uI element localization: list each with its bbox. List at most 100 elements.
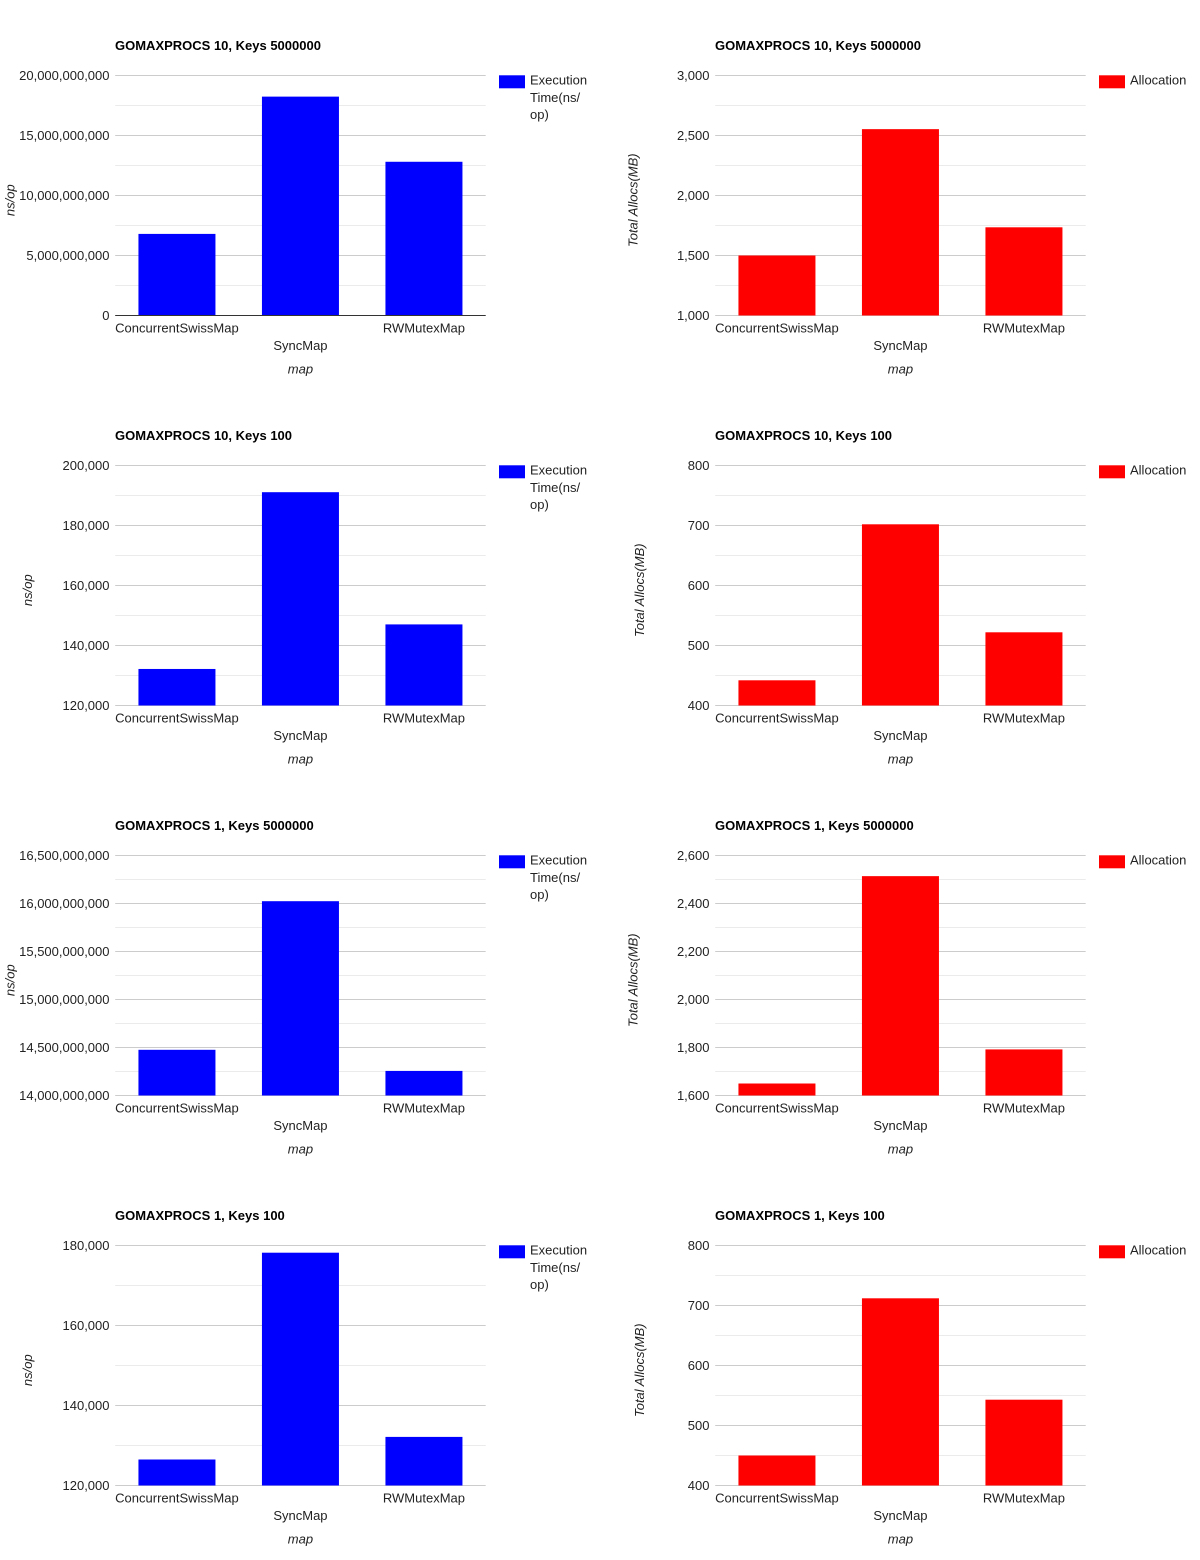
svg-text:2,000: 2,000	[677, 992, 710, 1007]
svg-text:2,600: 2,600	[677, 848, 710, 863]
svg-text:map: map	[288, 1531, 313, 1546]
svg-text:SyncMap: SyncMap	[273, 1118, 327, 1133]
svg-text:15,000,000,000: 15,000,000,000	[19, 128, 109, 143]
svg-text:RWMutexMap: RWMutexMap	[983, 711, 1065, 726]
svg-text:15,000,000,000: 15,000,000,000	[19, 992, 109, 1007]
svg-text:GOMAXPROCS 10, Keys 100: GOMAXPROCS 10, Keys 100	[715, 428, 892, 443]
svg-text:map: map	[288, 361, 313, 376]
svg-text:RWMutexMap: RWMutexMap	[983, 1491, 1065, 1506]
svg-text:2,500: 2,500	[677, 128, 710, 143]
svg-text:2,400: 2,400	[677, 896, 710, 911]
svg-text:op): op)	[530, 887, 549, 902]
svg-text:600: 600	[688, 578, 710, 593]
svg-text:GOMAXPROCS 10, Keys 5000000: GOMAXPROCS 10, Keys 5000000	[115, 38, 321, 53]
svg-text:1,800: 1,800	[677, 1040, 710, 1055]
svg-text:Allocation: Allocation	[1130, 463, 1186, 478]
svg-text:Execution: Execution	[530, 853, 587, 868]
svg-text:RWMutexMap: RWMutexMap	[983, 321, 1065, 336]
svg-text:16,500,000,000: 16,500,000,000	[19, 848, 109, 863]
svg-text:160,000: 160,000	[63, 1318, 110, 1333]
svg-text:15,500,000,000: 15,500,000,000	[19, 944, 109, 959]
svg-text:700: 700	[688, 518, 710, 533]
svg-text:op): op)	[530, 1277, 549, 1292]
svg-text:GOMAXPROCS 1, Keys 5000000: GOMAXPROCS 1, Keys 5000000	[715, 818, 914, 833]
svg-text:map: map	[888, 361, 913, 376]
svg-text:1,000: 1,000	[677, 308, 710, 323]
svg-text:RWMutexMap: RWMutexMap	[383, 711, 465, 726]
svg-text:SyncMap: SyncMap	[273, 1508, 327, 1523]
svg-text:map: map	[888, 1531, 913, 1546]
svg-text:ns/op: ns/op	[20, 574, 35, 606]
svg-text:1,600: 1,600	[677, 1088, 710, 1103]
svg-text:SyncMap: SyncMap	[273, 728, 327, 743]
svg-text:GOMAXPROCS 1, Keys 100: GOMAXPROCS 1, Keys 100	[115, 1208, 285, 1223]
svg-text:RWMutexMap: RWMutexMap	[383, 1101, 465, 1116]
svg-text:14,500,000,000: 14,500,000,000	[19, 1040, 109, 1055]
svg-text:Time(ns/: Time(ns/	[530, 870, 580, 885]
svg-text:ConcurrentSwissMap: ConcurrentSwissMap	[115, 321, 239, 336]
svg-text:op): op)	[530, 497, 549, 512]
svg-text:700: 700	[688, 1298, 710, 1313]
svg-text:Execution: Execution	[530, 463, 587, 478]
svg-text:map: map	[288, 751, 313, 766]
svg-text:500: 500	[688, 638, 710, 653]
svg-text:2,000: 2,000	[677, 188, 710, 203]
svg-text:2,200: 2,200	[677, 944, 710, 959]
svg-text:GOMAXPROCS 10, Keys 100: GOMAXPROCS 10, Keys 100	[115, 428, 292, 443]
svg-text:140,000: 140,000	[63, 1398, 110, 1413]
svg-text:Total Allocs(MB): Total Allocs(MB)	[632, 1323, 647, 1417]
svg-text:RWMutexMap: RWMutexMap	[383, 1491, 465, 1506]
svg-text:160,000: 160,000	[63, 578, 110, 593]
svg-text:GOMAXPROCS 10, Keys 5000000: GOMAXPROCS 10, Keys 5000000	[715, 38, 921, 53]
svg-text:16,000,000,000: 16,000,000,000	[19, 896, 109, 911]
svg-text:RWMutexMap: RWMutexMap	[983, 1101, 1065, 1116]
svg-text:3,000: 3,000	[677, 68, 710, 83]
svg-text:RWMutexMap: RWMutexMap	[383, 321, 465, 336]
svg-text:500: 500	[688, 1418, 710, 1433]
svg-text:ConcurrentSwissMap: ConcurrentSwissMap	[115, 1491, 239, 1506]
svg-text:ConcurrentSwissMap: ConcurrentSwissMap	[715, 321, 839, 336]
svg-text:1,500: 1,500	[677, 248, 710, 263]
svg-text:14,000,000,000: 14,000,000,000	[19, 1088, 109, 1103]
svg-text:Allocation: Allocation	[1130, 853, 1186, 868]
svg-text:ConcurrentSwissMap: ConcurrentSwissMap	[715, 1491, 839, 1506]
svg-text:800: 800	[688, 458, 710, 473]
svg-text:ns/op: ns/op	[3, 964, 18, 996]
svg-text:GOMAXPROCS 1, Keys 5000000: GOMAXPROCS 1, Keys 5000000	[115, 818, 314, 833]
svg-text:Allocation: Allocation	[1130, 73, 1186, 88]
svg-text:800: 800	[688, 1238, 710, 1253]
svg-text:SyncMap: SyncMap	[873, 728, 927, 743]
svg-text:200,000: 200,000	[63, 458, 110, 473]
svg-text:Allocation: Allocation	[1130, 1243, 1186, 1258]
svg-text:SyncMap: SyncMap	[273, 338, 327, 353]
svg-text:ConcurrentSwissMap: ConcurrentSwissMap	[115, 711, 239, 726]
svg-text:Execution: Execution	[530, 1243, 587, 1258]
svg-text:SyncMap: SyncMap	[873, 1118, 927, 1133]
svg-text:180,000: 180,000	[63, 1238, 110, 1253]
svg-text:400: 400	[688, 698, 710, 713]
svg-text:op): op)	[530, 107, 549, 122]
svg-text:map: map	[888, 1141, 913, 1156]
svg-text:120,000: 120,000	[63, 698, 110, 713]
svg-text:Time(ns/: Time(ns/	[530, 1260, 580, 1275]
svg-text:Time(ns/: Time(ns/	[530, 90, 580, 105]
svg-text:0: 0	[102, 308, 109, 323]
svg-text:10,000,000,000: 10,000,000,000	[19, 188, 109, 203]
svg-text:ConcurrentSwissMap: ConcurrentSwissMap	[115, 1101, 239, 1116]
svg-text:600: 600	[688, 1358, 710, 1373]
svg-text:5,000,000,000: 5,000,000,000	[26, 248, 109, 263]
svg-text:ConcurrentSwissMap: ConcurrentSwissMap	[715, 1101, 839, 1116]
svg-text:ConcurrentSwissMap: ConcurrentSwissMap	[715, 711, 839, 726]
svg-text:ns/op: ns/op	[3, 184, 18, 216]
svg-text:180,000: 180,000	[63, 518, 110, 533]
svg-text:Total Allocs(MB): Total Allocs(MB)	[632, 543, 647, 637]
svg-text:Execution: Execution	[530, 73, 587, 88]
svg-text:Time(ns/: Time(ns/	[530, 480, 580, 495]
svg-text:map: map	[888, 751, 913, 766]
svg-text:Total Allocs(MB): Total Allocs(MB)	[625, 153, 640, 247]
svg-text:Total Allocs(MB): Total Allocs(MB)	[625, 933, 640, 1027]
svg-text:20,000,000,000: 20,000,000,000	[19, 68, 109, 83]
svg-text:120,000: 120,000	[63, 1478, 110, 1493]
svg-text:map: map	[288, 1141, 313, 1156]
svg-text:140,000: 140,000	[63, 638, 110, 653]
